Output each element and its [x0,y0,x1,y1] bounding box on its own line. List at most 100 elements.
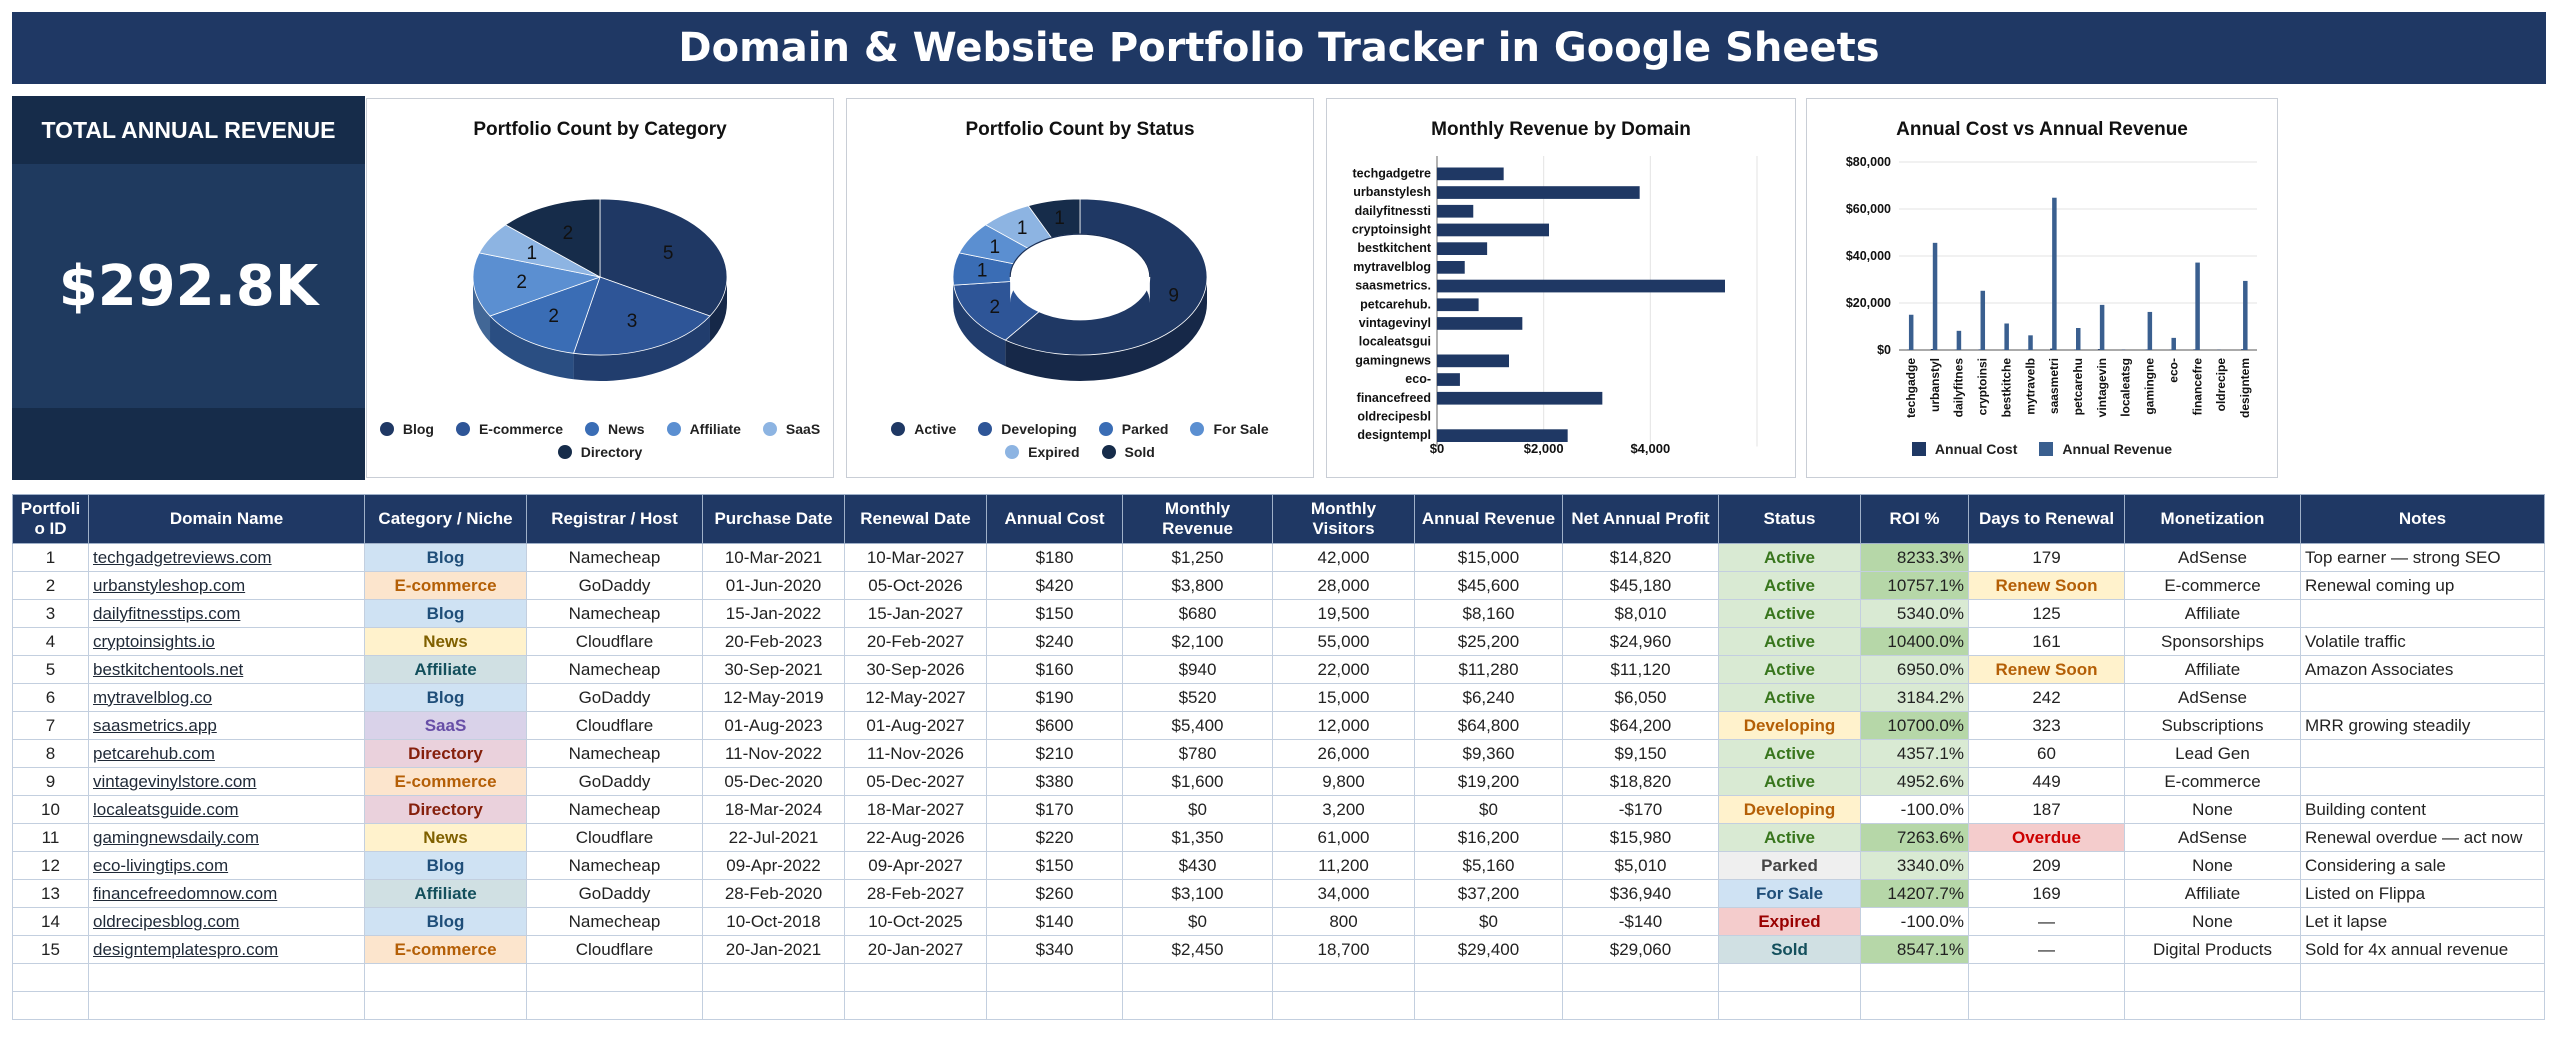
status-cell[interactable]: Active [1718,767,1861,796]
chart-monthly-revenue[interactable]: Monthly Revenue by Domain techgadgetre ur… [1326,98,1796,478]
net-annual-profit-cell[interactable]: $5,010 [1562,851,1719,880]
status-cell[interactable]: Expired [1718,907,1861,936]
annual-cost-cell[interactable]: $150 [986,599,1123,628]
notes-cell[interactable] [2300,739,2545,768]
status-cell[interactable]: Active [1718,655,1861,684]
table-row[interactable]: 7 saasmetrics.app SaaS Cloudflare 01-Aug-202… [12,711,2545,740]
domain-name-cell[interactable]: designtemplatespro.com [88,935,365,964]
net-annual-profit-cell[interactable]: $9,150 [1562,739,1719,768]
status-cell[interactable]: Developing [1718,711,1861,740]
portfolio-id-cell[interactable]: 6 [12,683,89,712]
portfolio-id-cell[interactable]: 5 [12,655,89,684]
column-header[interactable]: Annual Cost [986,494,1123,544]
roi-cell[interactable]: 3184.2% [1860,683,1969,712]
days-to-renewal-cell[interactable]: — [1968,907,2125,936]
monetization-cell[interactable]: E-commerce [2124,571,2301,600]
annual-cost-cell[interactable]: $420 [986,571,1123,600]
empty-cell[interactable] [364,963,527,992]
monetization-cell[interactable]: Sponsorships [2124,627,2301,656]
column-header[interactable]: Portfoli o ID [12,494,89,544]
notes-cell[interactable]: Renewal overdue — act now [2300,823,2545,852]
notes-cell[interactable] [2300,683,2545,712]
portfolio-id-cell[interactable]: 9 [12,767,89,796]
annual-revenue-cell[interactable]: $0 [1414,795,1563,824]
annual-revenue-cell[interactable]: $45,600 [1414,571,1563,600]
empty-cell[interactable] [12,991,89,1020]
net-annual-profit-cell[interactable]: $36,940 [1562,879,1719,908]
roi-cell[interactable]: 7263.6% [1860,823,1969,852]
monthly-revenue-cell[interactable]: $940 [1122,655,1273,684]
purchase-date-cell[interactable]: 01-Aug-2023 [702,711,845,740]
purchase-date-cell[interactable]: 10-Oct-2018 [702,907,845,936]
roi-cell[interactable]: 4952.6% [1860,767,1969,796]
registrar-cell[interactable]: GoDaddy [526,879,703,908]
annual-revenue-cell[interactable]: $8,160 [1414,599,1563,628]
days-to-renewal-cell[interactable]: Renew Soon [1968,571,2125,600]
domain-name-cell[interactable]: urbanstyleshop.com [88,571,365,600]
registrar-cell[interactable]: Namecheap [526,739,703,768]
net-annual-profit-cell[interactable]: $11,120 [1562,655,1719,684]
annual-cost-cell[interactable]: $600 [986,711,1123,740]
notes-cell[interactable]: Sold for 4x annual revenue [2300,935,2545,964]
monthly-visitors-cell[interactable]: 42,000 [1272,543,1415,572]
column-header[interactable]: Status [1718,494,1861,544]
days-to-renewal-cell[interactable]: 179 [1968,543,2125,572]
monthly-revenue-cell[interactable]: $3,100 [1122,879,1273,908]
annual-cost-cell[interactable]: $150 [986,851,1123,880]
monthly-revenue-cell[interactable]: $2,450 [1122,935,1273,964]
annual-cost-cell[interactable]: $190 [986,683,1123,712]
purchase-date-cell[interactable]: 15-Jan-2022 [702,599,845,628]
domain-name-cell[interactable]: gamingnewsdaily.com [88,823,365,852]
monetization-cell[interactable]: Affiliate [2124,599,2301,628]
annual-revenue-cell[interactable]: $11,280 [1414,655,1563,684]
days-to-renewal-cell[interactable]: 161 [1968,627,2125,656]
domain-name-cell[interactable]: vintagevinylstore.com [88,767,365,796]
empty-cell[interactable] [986,963,1123,992]
domain-name-cell[interactable]: localeatsguide.com [88,795,365,824]
renewal-date-cell[interactable]: 05-Oct-2026 [844,571,987,600]
renewal-date-cell[interactable]: 30-Sep-2026 [844,655,987,684]
empty-cell[interactable] [526,991,703,1020]
monetization-cell[interactable]: Affiliate [2124,655,2301,684]
empty-row[interactable] [12,991,2545,1020]
renewal-date-cell[interactable]: 20-Jan-2027 [844,935,987,964]
renewal-date-cell[interactable]: 28-Feb-2027 [844,879,987,908]
monthly-revenue-cell[interactable]: $1,250 [1122,543,1273,572]
empty-cell[interactable] [88,991,365,1020]
registrar-cell[interactable]: Namecheap [526,851,703,880]
monthly-revenue-cell[interactable]: $1,600 [1122,767,1273,796]
domain-name-cell[interactable]: financefreedomnow.com [88,879,365,908]
roi-cell[interactable]: 14207.7% [1860,879,1969,908]
net-annual-profit-cell[interactable]: $14,820 [1562,543,1719,572]
purchase-date-cell[interactable]: 11-Nov-2022 [702,739,845,768]
portfolio-id-cell[interactable]: 3 [12,599,89,628]
table-row[interactable]: 1 techgadgetreviews.com Blog Namecheap 10-Ma… [12,543,2545,572]
empty-cell[interactable] [1860,991,1969,1020]
monthly-revenue-cell[interactable]: $0 [1122,795,1273,824]
notes-cell[interactable]: Let it lapse [2300,907,2545,936]
portfolio-id-cell[interactable]: 8 [12,739,89,768]
notes-cell[interactable] [2300,599,2545,628]
net-annual-profit-cell[interactable]: $6,050 [1562,683,1719,712]
table-row[interactable]: 4 cryptoinsights.io News Cloudflare 20-Feb-2… [12,627,2545,656]
registrar-cell[interactable]: GoDaddy [526,767,703,796]
annual-revenue-cell[interactable]: $16,200 [1414,823,1563,852]
registrar-cell[interactable]: Namecheap [526,543,703,572]
empty-cell[interactable] [364,991,527,1020]
annual-cost-cell[interactable]: $170 [986,795,1123,824]
days-to-renewal-cell[interactable]: 187 [1968,795,2125,824]
table-row[interactable]: 3 dailyfitnesstips.com Blog Namecheap 15-Jan… [12,599,2545,628]
renewal-date-cell[interactable]: 20-Feb-2027 [844,627,987,656]
monetization-cell[interactable]: AdSense [2124,823,2301,852]
days-to-renewal-cell[interactable]: 209 [1968,851,2125,880]
renewal-date-cell[interactable]: 22-Aug-2026 [844,823,987,852]
annual-cost-cell[interactable]: $140 [986,907,1123,936]
net-annual-profit-cell[interactable]: $18,820 [1562,767,1719,796]
purchase-date-cell[interactable]: 09-Apr-2022 [702,851,845,880]
monthly-visitors-cell[interactable]: 15,000 [1272,683,1415,712]
annual-revenue-cell[interactable]: $64,800 [1414,711,1563,740]
category-cell[interactable]: Blog [364,543,527,572]
column-header[interactable]: Annual Revenue [1414,494,1563,544]
annual-cost-cell[interactable]: $340 [986,935,1123,964]
renewal-date-cell[interactable]: 15-Jan-2027 [844,599,987,628]
